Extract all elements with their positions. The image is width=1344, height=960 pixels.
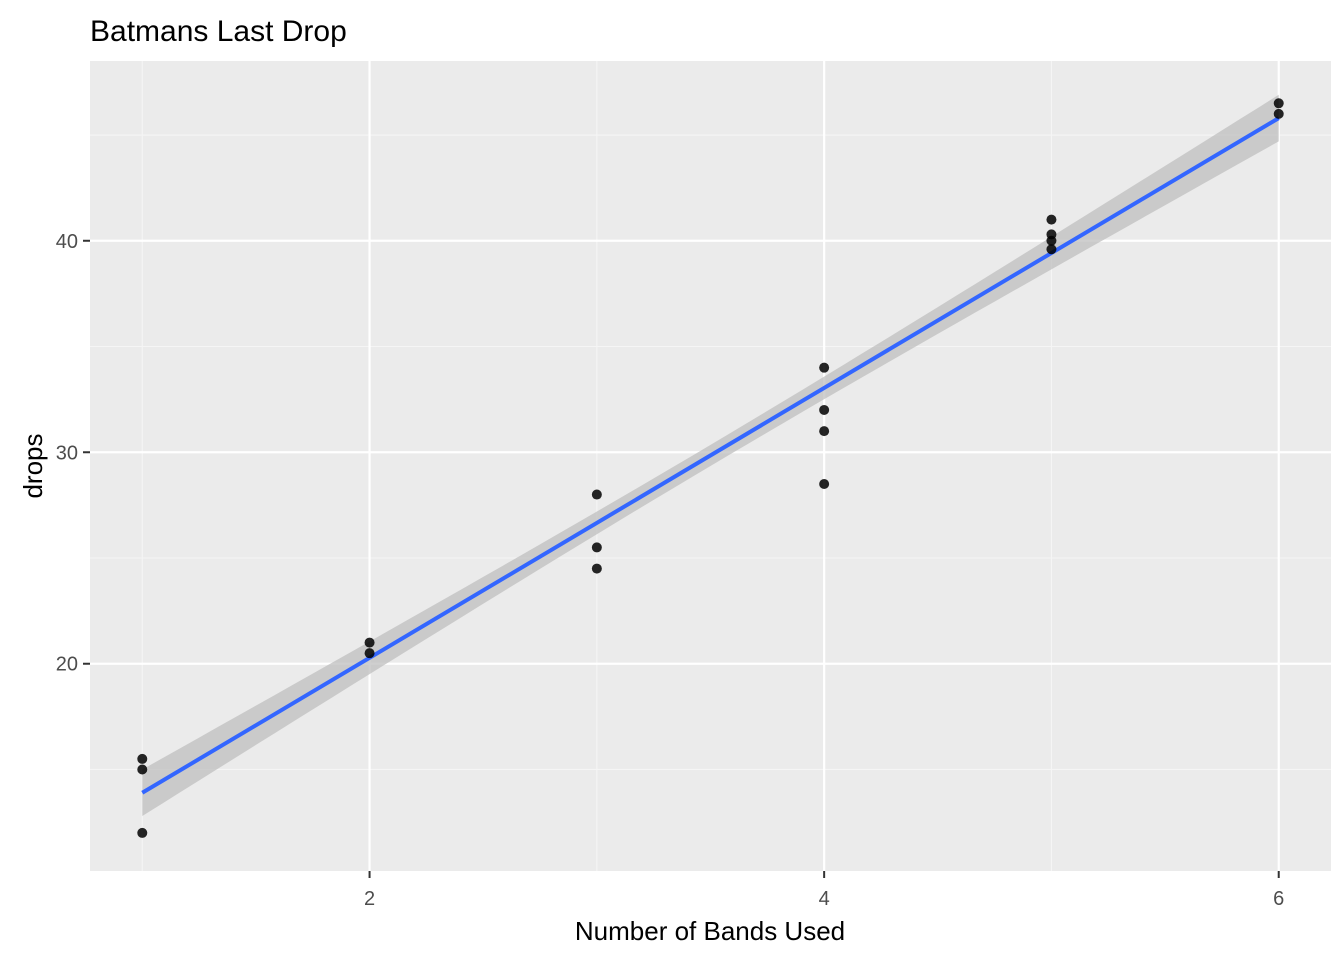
regression-line (141, 116, 1280, 795)
data-point (591, 542, 602, 553)
data-point (819, 404, 830, 415)
y-tick-label: 40 (56, 231, 78, 253)
data-point (1046, 235, 1057, 246)
data-point (364, 637, 375, 648)
data-point (137, 764, 148, 775)
data-point (819, 362, 830, 373)
x-axis-title: Number of Bands Used (575, 916, 845, 946)
data-point (1046, 244, 1057, 255)
y-tick-label: 20 (56, 654, 78, 676)
y-axis-ticks: 20 30 40 (56, 231, 90, 676)
y-axis-title: drops (18, 433, 48, 498)
data-points (137, 98, 1284, 838)
x-tick-label: 4 (819, 888, 830, 910)
data-point (591, 563, 602, 574)
x-tick-label: 2 (364, 888, 375, 910)
data-point (1273, 98, 1284, 109)
data-point (819, 426, 830, 437)
data-point (591, 489, 602, 500)
data-point (364, 648, 375, 659)
x-tick-label: 6 (1273, 888, 1284, 910)
data-point (137, 753, 148, 764)
major-gridlines (90, 61, 1331, 871)
y-tick-label: 30 (56, 442, 78, 464)
minor-gridlines (90, 61, 1331, 871)
data-point (819, 478, 830, 489)
data-point (137, 827, 148, 838)
data-point (1046, 214, 1057, 225)
data-point (1273, 108, 1284, 119)
x-axis-ticks: 2 4 6 (364, 871, 1284, 910)
chart-title: Batmans Last Drop (90, 15, 347, 48)
